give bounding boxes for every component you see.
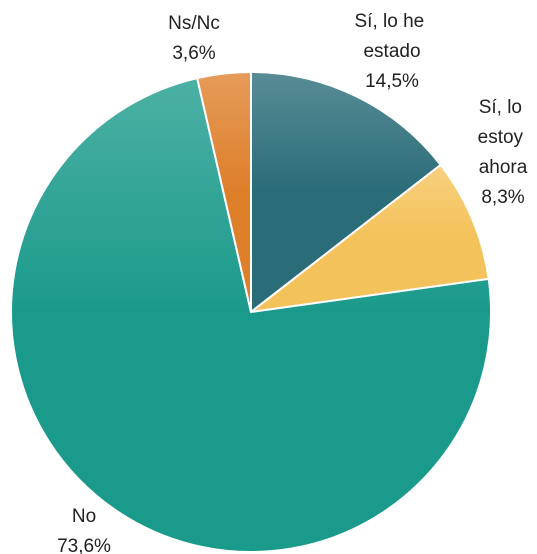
slice-label: No (72, 506, 96, 527)
slice-label: Sí, lo estoy ahora (478, 97, 529, 178)
slice-value-label: 73,6% (57, 536, 111, 554)
slice-label: Sí, lo he estado (355, 11, 430, 62)
slice-value-label: 3,6% (172, 43, 215, 64)
slice-value-label: 14,5% (365, 71, 419, 92)
slice-value-label: 8,3% (481, 187, 524, 208)
slice-label: Ns/Nc (168, 13, 220, 34)
